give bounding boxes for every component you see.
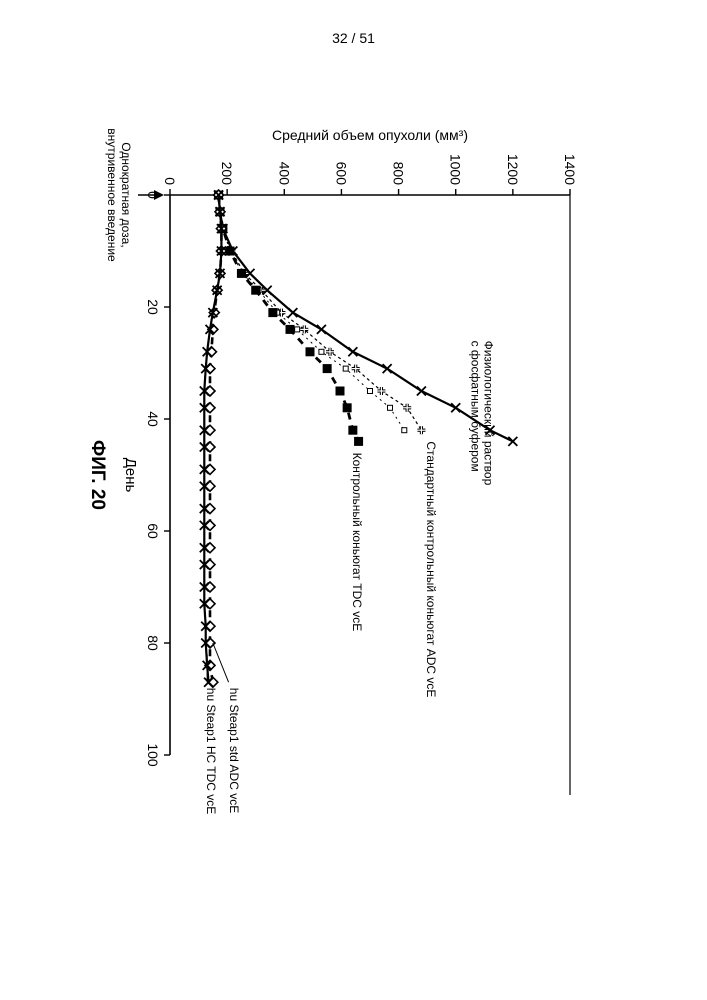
svg-text:0: 0 [162,177,178,185]
series-hu_hc_tdc: hu Steap1 HC TDC vcE [200,191,226,815]
svg-text:40: 40 [145,411,161,427]
svg-text:Контрольный коньюгат TDC vcE: Контрольный коньюгат TDC vcE [350,453,364,632]
svg-text:20: 20 [145,299,161,315]
svg-text:Стандартный контрольный коньюг: Стандартный контрольный коньюгат ADC vcE [424,441,438,697]
svg-text:с фосфатным буфером: с фосфатным буфером [468,341,482,472]
svg-text:hu Steap1 HC TDC vcE: hu Steap1 HC TDC vcE [204,688,218,815]
page: 32 / 51 02004006008001000120014000204060… [0,0,707,1000]
tumor-volume-chart: 0200400600800100012001400020406080100Ден… [80,100,600,920]
svg-text:День: День [122,458,139,493]
series-ctrl_tdc_small [216,193,407,433]
svg-text:1400: 1400 [562,154,578,185]
svg-text:1200: 1200 [505,154,521,185]
svg-text:Однократная доза,: Однократная доза, [119,142,133,247]
series-pbs: Физиологический растворс фосфатным буфер… [214,191,517,486]
svg-text:ФИГ. 20: ФИГ. 20 [87,440,108,510]
svg-text:60: 60 [145,523,161,539]
svg-text:100: 100 [145,743,161,767]
svg-text:600: 600 [333,162,349,186]
svg-text:Физиологический раствор: Физиологический раствор [481,341,495,486]
svg-text:400: 400 [276,162,292,186]
svg-text:внутривенное введение: внутривенное введение [105,128,119,262]
svg-text:hu Steap1 std ADC vcE: hu Steap1 std ADC vcE [227,688,241,813]
chart-rotated-container: 0200400600800100012001400020406080100Ден… [80,100,600,920]
series-std_ctrl_adc: Стандартный контрольный коньюгат ADC vcE [215,191,439,697]
svg-text:80: 80 [145,635,161,651]
svg-text:800: 800 [391,162,407,186]
svg-text:Средний объем опухоли (мм³): Средний объем опухоли (мм³) [272,127,468,143]
svg-text:1000: 1000 [448,154,464,185]
page-number: 32 / 51 [0,30,707,46]
svg-text:200: 200 [219,162,235,186]
